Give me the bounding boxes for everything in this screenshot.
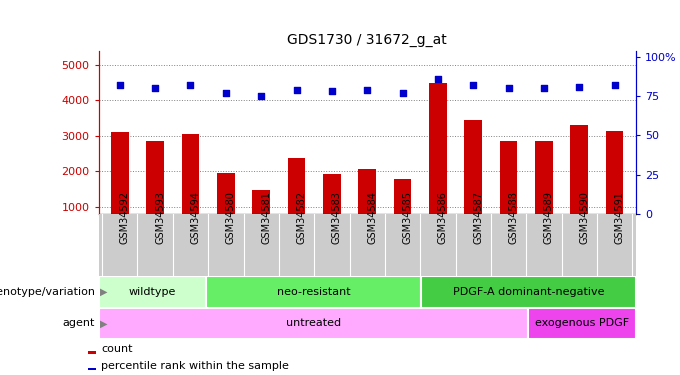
Bar <box>358 169 376 242</box>
Point <box>397 90 408 96</box>
Point <box>609 82 620 88</box>
Text: wildtype: wildtype <box>129 286 176 297</box>
Point <box>362 87 373 93</box>
Text: GSM34587: GSM34587 <box>473 191 483 244</box>
Text: GSM34581: GSM34581 <box>261 191 271 244</box>
Bar <box>182 134 199 242</box>
Bar <box>217 173 235 242</box>
FancyBboxPatch shape <box>99 308 528 339</box>
Text: agent: agent <box>63 318 95 328</box>
Point <box>185 82 196 88</box>
Bar <box>535 141 553 242</box>
Text: GSM34588: GSM34588 <box>509 191 519 244</box>
Point <box>114 82 125 88</box>
Text: GSM34594: GSM34594 <box>190 191 201 244</box>
Title: GDS1730 / 31672_g_at: GDS1730 / 31672_g_at <box>288 33 447 47</box>
Text: percentile rank within the sample: percentile rank within the sample <box>101 361 289 371</box>
Text: GSM34583: GSM34583 <box>332 191 342 244</box>
Bar <box>111 132 129 242</box>
Text: GSM34584: GSM34584 <box>367 191 377 244</box>
Bar <box>394 179 411 242</box>
FancyBboxPatch shape <box>99 276 206 308</box>
Text: PDGF-A dominant-negative: PDGF-A dominant-negative <box>453 286 604 297</box>
Bar <box>606 132 624 242</box>
Point <box>468 82 479 88</box>
Bar <box>500 141 517 242</box>
Point <box>256 93 267 99</box>
Text: neo-resistant: neo-resistant <box>277 286 350 297</box>
FancyBboxPatch shape <box>528 308 636 339</box>
Text: ▶: ▶ <box>100 318 107 328</box>
Bar <box>146 141 164 242</box>
Point <box>326 88 337 94</box>
Point <box>291 87 302 93</box>
Text: genotype/variation: genotype/variation <box>0 286 95 297</box>
Text: GSM34580: GSM34580 <box>226 191 236 244</box>
Text: GSM34590: GSM34590 <box>579 191 590 244</box>
FancyBboxPatch shape <box>206 276 421 308</box>
Text: GSM34591: GSM34591 <box>615 191 625 244</box>
Text: GSM34593: GSM34593 <box>155 191 165 244</box>
FancyBboxPatch shape <box>421 276 636 308</box>
Text: ▶: ▶ <box>100 286 107 297</box>
Text: untreated: untreated <box>286 318 341 328</box>
Bar <box>88 368 97 370</box>
Text: exogenous PDGF: exogenous PDGF <box>535 318 629 328</box>
Bar <box>464 120 482 242</box>
Bar <box>323 174 341 242</box>
Text: GSM34582: GSM34582 <box>296 191 307 244</box>
Bar <box>252 190 270 242</box>
Point <box>574 84 585 90</box>
Point <box>220 90 231 96</box>
Point <box>503 85 514 91</box>
Text: GSM34592: GSM34592 <box>120 191 130 244</box>
Text: GSM34589: GSM34589 <box>544 191 554 244</box>
Bar <box>88 351 97 354</box>
Text: GSM34586: GSM34586 <box>438 191 448 244</box>
Point <box>150 85 160 91</box>
Text: count: count <box>101 344 133 354</box>
Point <box>539 85 549 91</box>
Point <box>432 76 443 82</box>
Bar <box>288 158 305 242</box>
Bar <box>429 82 447 242</box>
Bar <box>571 125 588 242</box>
Text: GSM34585: GSM34585 <box>403 191 413 244</box>
